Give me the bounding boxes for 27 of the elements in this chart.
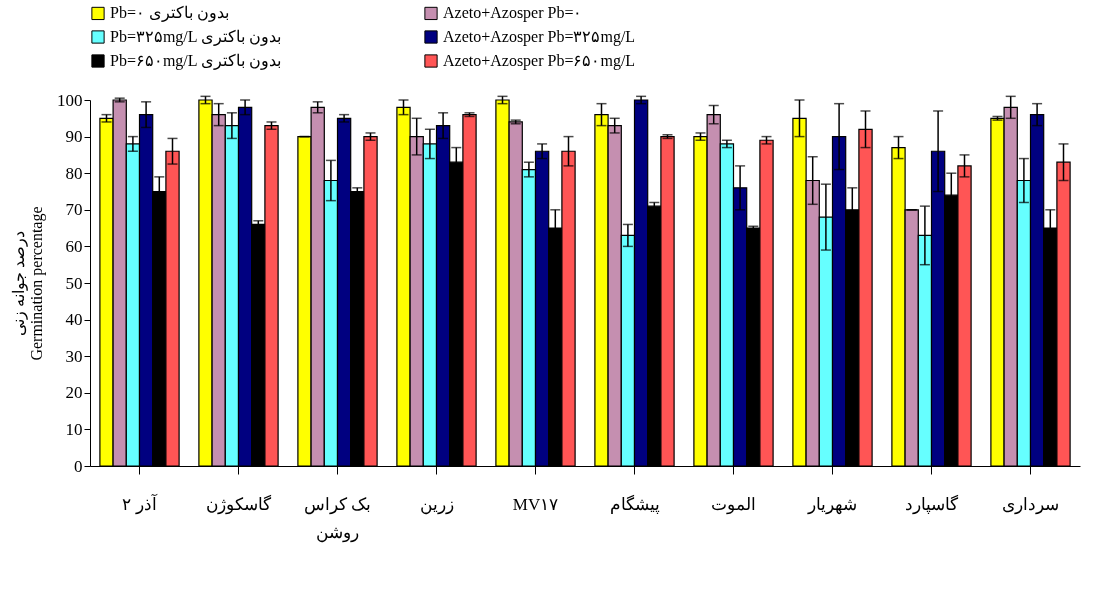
y-tick-label: 90 — [65, 127, 83, 147]
x-tick-label: الموت — [711, 494, 756, 515]
x-tick-label: بک کراس روشن — [303, 494, 372, 543]
y-tick-label: 50 — [65, 273, 83, 293]
x-tick-label: MV۱۷ — [512, 494, 559, 514]
x-tick-label: پیشگام — [609, 493, 660, 515]
legend-label: Azeto+Azosper Pb=۰ — [443, 4, 583, 23]
y-tick-label: 20 — [65, 383, 83, 403]
y-tick-label: 40 — [65, 310, 83, 330]
y-tick-label: 30 — [65, 346, 83, 366]
x-tick-label: زرین — [419, 494, 454, 515]
legend-label: Azeto+Azosper Pb=۶۵۰mg/L — [443, 52, 636, 70]
x-tick-label: شهریار — [807, 494, 857, 515]
y-tick-label: 70 — [65, 200, 83, 220]
legend-label: Pb=۶۵۰mg/L بدون باکتری — [110, 52, 281, 70]
y-tick-label: 10 — [65, 419, 83, 439]
legend-label: Pb=۳۲۵mg/L بدون باکتری — [110, 28, 281, 46]
x-tick-label: آذر ۲ — [122, 492, 158, 515]
legend-label: Azeto+Azosper Pb=۳۲۵mg/L — [443, 28, 636, 46]
x-tick-label: گاسکوژن — [206, 493, 272, 515]
x-tick-label: سرداری — [1002, 494, 1059, 515]
x-tick-label: گاسپارد — [905, 493, 959, 515]
y-tick-label: 60 — [65, 236, 83, 256]
y-tick-label: 0 — [74, 456, 83, 476]
legend-label: Pb=۰ بدون باکتری — [110, 4, 229, 23]
y-tick-label: 100 — [57, 90, 83, 110]
y-tick-label: 80 — [65, 163, 83, 183]
